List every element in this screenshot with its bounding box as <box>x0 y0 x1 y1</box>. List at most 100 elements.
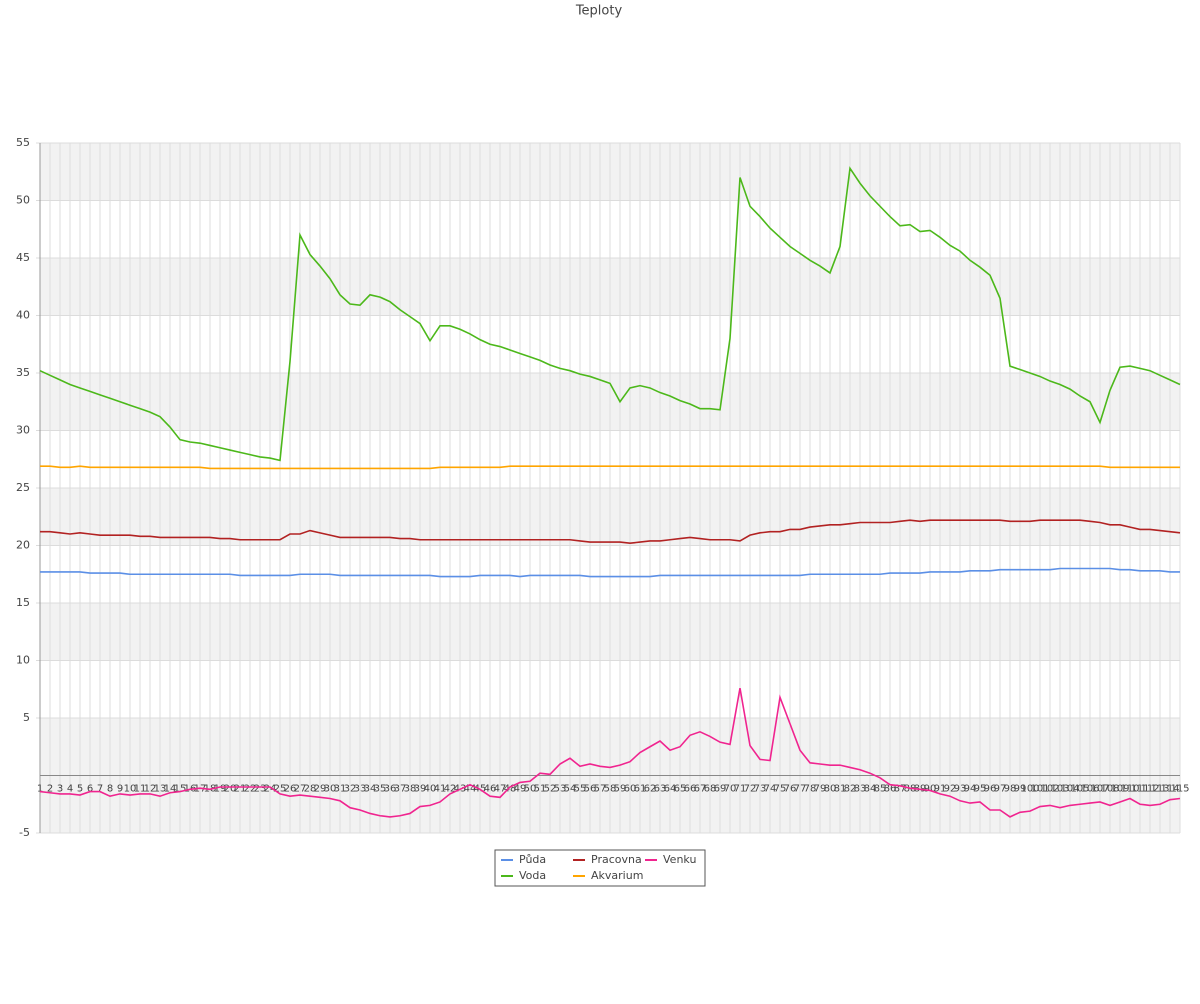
x-tick-label: 10 <box>124 784 137 795</box>
x-tick-label: 105 <box>1070 784 1089 795</box>
x-tick-label: 44 <box>464 784 477 795</box>
x-tick-label: 76 <box>784 784 797 795</box>
x-tick-label: 108 <box>1100 784 1119 795</box>
x-tick-label: 53 <box>554 784 567 795</box>
x-tick-label: 70 <box>724 784 737 795</box>
x-tick-label: 97 <box>994 784 1007 795</box>
x-tick-label: 29 <box>314 784 327 795</box>
y-tick-label: 5 <box>23 711 30 724</box>
y-tick-label: 10 <box>16 654 30 667</box>
x-tick-label: 48 <box>504 784 517 795</box>
x-tick-label: 50 <box>524 784 537 795</box>
y-tick-label: 25 <box>16 481 30 494</box>
x-tick-label: 3 <box>57 784 63 795</box>
x-tick-label: 74 <box>764 784 777 795</box>
x-tick-label: 1 <box>37 784 43 795</box>
x-tick-label: 62 <box>644 784 657 795</box>
x-tick-label: 56 <box>584 784 597 795</box>
x-tick-label: 72 <box>744 784 757 795</box>
x-tick-label: 41 <box>434 784 447 795</box>
x-tick-label: 110 <box>1120 784 1139 795</box>
y-tick-label: 55 <box>16 136 30 149</box>
x-tick-label: 98 <box>1004 784 1017 795</box>
y-tick-label: 35 <box>16 366 30 379</box>
x-tick-label: 90 <box>924 784 937 795</box>
x-tick-label: 39 <box>414 784 427 795</box>
x-tick-label: 78 <box>804 784 817 795</box>
x-tick-label: 60 <box>624 784 637 795</box>
x-tick-label: 87 <box>894 784 907 795</box>
x-tick-label: 4 <box>67 784 73 795</box>
y-tick-label: 30 <box>16 424 30 437</box>
x-tick-label: 81 <box>834 784 847 795</box>
x-tick-label: 47 <box>494 784 507 795</box>
x-tick-label: 42 <box>444 784 457 795</box>
x-tick-label: 26 <box>284 784 297 795</box>
x-tick-label: 22 <box>244 784 257 795</box>
x-tick-label: 12 <box>144 784 157 795</box>
x-tick-label: 13 <box>154 784 167 795</box>
x-tick-label: 80 <box>824 784 837 795</box>
x-tick-label: 35 <box>374 784 387 795</box>
x-tick-label: 2 <box>47 784 53 795</box>
x-tick-label: 104 <box>1060 784 1079 795</box>
x-tick-label: 109 <box>1110 784 1129 795</box>
x-tick-label: 28 <box>304 784 317 795</box>
x-tick-label: 111 <box>1130 784 1149 795</box>
x-tick-label: 106 <box>1080 784 1099 795</box>
x-tick-label: 91 <box>934 784 947 795</box>
x-tick-label: 30 <box>324 784 337 795</box>
x-tick-label: 9 <box>117 784 123 795</box>
legend-label: Akvarium <box>591 869 643 882</box>
x-tick-label: 64 <box>664 784 677 795</box>
series-line <box>40 567 1180 578</box>
x-tick-label: 54 <box>564 784 577 795</box>
x-tick-label: 8 <box>107 784 113 795</box>
x-tick-label: 17 <box>194 784 207 795</box>
x-tick-label: 88 <box>904 784 917 795</box>
y-tick-label: -5 <box>19 826 30 839</box>
x-tick-label: 6 <box>87 784 93 795</box>
x-tick-label: 11 <box>134 784 147 795</box>
x-tick-label: 61 <box>634 784 647 795</box>
x-tick-label: 24 <box>264 784 277 795</box>
chart-title: Teploty <box>575 4 623 19</box>
x-tick-label: 33 <box>354 784 367 795</box>
x-tick-label: 101 <box>1030 784 1049 795</box>
x-tick-label: 52 <box>544 784 557 795</box>
x-tick-label: 94 <box>964 784 977 795</box>
y-tick-label: 50 <box>16 194 30 207</box>
x-tick-label: 63 <box>654 784 667 795</box>
series-line <box>40 465 1180 470</box>
x-tick-label: 46 <box>484 784 497 795</box>
x-tick-label: 77 <box>794 784 807 795</box>
legend-label: Pracovna <box>591 853 642 866</box>
x-tick-label: 15 <box>174 784 187 795</box>
x-tick-label: 55 <box>574 784 587 795</box>
x-tick-label: 58 <box>604 784 617 795</box>
series-line <box>39 166 1181 462</box>
x-tick-label: 38 <box>404 784 417 795</box>
x-tick-label: 103 <box>1050 784 1069 795</box>
x-tick-label: 59 <box>614 784 627 795</box>
x-tick-label: 107 <box>1090 784 1109 795</box>
x-tick-label: 20 <box>224 784 237 795</box>
x-tick-label: 49 <box>514 784 527 795</box>
x-tick-label: 114 <box>1160 784 1179 795</box>
x-tick-label: 21 <box>234 784 247 795</box>
x-tick-label: 79 <box>814 784 827 795</box>
x-tick-label: 7 <box>97 784 103 795</box>
x-tick-label: 85 <box>874 784 887 795</box>
x-tick-label: 25 <box>274 784 287 795</box>
x-tick-label: 115 <box>1170 784 1189 795</box>
x-tick-label: 100 <box>1020 784 1039 795</box>
x-tick-label: 69 <box>714 784 727 795</box>
x-tick-label: 83 <box>854 784 867 795</box>
x-tick-label: 66 <box>684 784 697 795</box>
x-tick-label: 112 <box>1140 784 1159 795</box>
y-tick-label: 20 <box>16 539 30 552</box>
series-line <box>40 519 1181 545</box>
x-tick-label: 73 <box>754 784 767 795</box>
x-tick-label: 14 <box>164 784 177 795</box>
